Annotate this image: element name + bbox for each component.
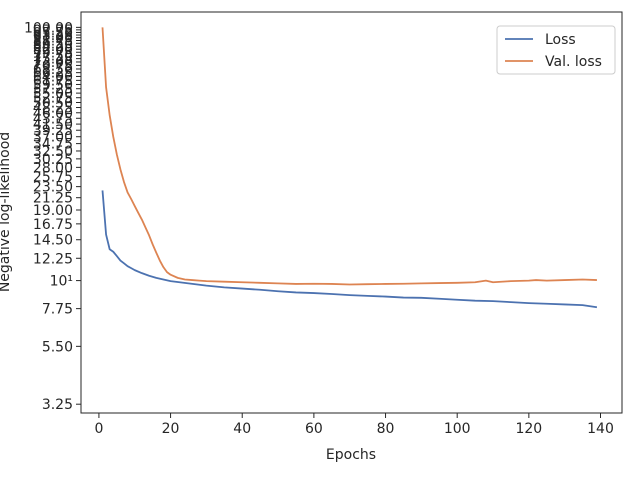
y-tick-label: 82.00 <box>33 42 73 58</box>
y-tick-label: 12.25 <box>33 251 73 267</box>
y-tick-label: 23.50 <box>33 180 73 196</box>
y-tick-label: 37.00 <box>33 130 73 146</box>
y-tick-label: 75.25 <box>33 52 73 68</box>
legend-label-0: Loss <box>545 32 576 48</box>
y-tick-label: 34.75 <box>33 137 73 153</box>
y-tick-label: 88.75 <box>33 33 73 49</box>
y-tick-label: 41.50 <box>33 117 73 133</box>
y-tick-label: 7.75 <box>42 302 73 318</box>
y-tick-label: 57.25 <box>33 82 73 98</box>
legend-box <box>496 25 616 75</box>
y-tick-label: 70.75 <box>33 58 73 74</box>
x-tick-label: 20 <box>162 421 180 437</box>
y-tick-label: 95.50 <box>33 25 73 41</box>
y-tick-label: 61.75 <box>33 73 73 89</box>
y-tick-label: 55.00 <box>33 86 73 102</box>
x-axis: 0 20 40 60 80 100 120 140 <box>94 413 614 437</box>
series-line-0 <box>101 190 598 309</box>
x-tick-label: 80 <box>377 421 395 437</box>
x-tick-label: 120 <box>515 421 542 437</box>
y-tick-label: 10¹ <box>50 274 73 290</box>
y-tick-label: 84.25 <box>33 39 73 55</box>
legend-label-1: Val. loss <box>545 54 602 70</box>
y-tick-label: 73.00 <box>33 55 73 71</box>
y-tick-label: 25.75 <box>33 170 73 186</box>
x-tick-label: 0 <box>94 421 103 437</box>
y-tick-label: 77.50 <box>33 48 73 64</box>
y-tick-label: 68.50 <box>33 62 73 78</box>
y-tick-label: 86.50 <box>33 36 73 52</box>
y-tick-label: 59.50 <box>33 77 73 93</box>
y-tick-label: 19.00 <box>33 203 73 219</box>
y-tick-label: 32.50 <box>33 144 73 160</box>
y-tick-label: 43.75 <box>33 111 73 127</box>
y-tick-label: 3.25 <box>42 397 73 413</box>
y-tick-label: 66.25 <box>33 66 73 82</box>
y-tick-label: 16.75 <box>33 217 73 233</box>
x-tick-label: 100 <box>444 421 471 437</box>
x-tick-label: 40 <box>233 421 251 437</box>
y-axis: 3.25 5.50 7.75 10¹ 12.25 14.5016.7519.0021.25… <box>24 20 81 413</box>
y-tick-label: 14.50 <box>33 233 73 249</box>
y-tick-label: 21.25 <box>33 191 73 207</box>
x-tick-label: 60 <box>305 421 323 437</box>
y-tick-label: 39.25 <box>33 123 73 139</box>
x-tick-label: 140 <box>587 421 614 437</box>
y-tick-label: 50.50 <box>33 96 73 112</box>
axes-frame <box>80 11 623 414</box>
series-lines <box>101 27 598 309</box>
series-line-1 <box>101 27 597 286</box>
y-tick-label: 91.00 <box>33 31 73 47</box>
x-axis-label: Epochs <box>326 447 376 463</box>
y-tick-label: 5.50 <box>42 339 73 355</box>
y-tick-label: 48.25 <box>33 101 73 117</box>
y-tick-label: 52.75 <box>33 91 73 107</box>
y-axis-label: Negative log-likelihood <box>0 132 13 292</box>
y-tick-label: 46.00 <box>33 106 73 122</box>
y-tick-label: 100.00 <box>24 20 73 36</box>
y-tick-label: 64.00 <box>33 69 73 85</box>
y-tick-label: 97.75 <box>33 23 73 39</box>
y-tick-label: 30.25 <box>33 152 73 168</box>
y-tick-label: 28.00 <box>33 160 73 176</box>
y-tick-label: 93.25 <box>33 28 73 44</box>
legend: Loss Val. loss <box>496 25 616 75</box>
y-tick-label: 79.75 <box>33 45 73 61</box>
